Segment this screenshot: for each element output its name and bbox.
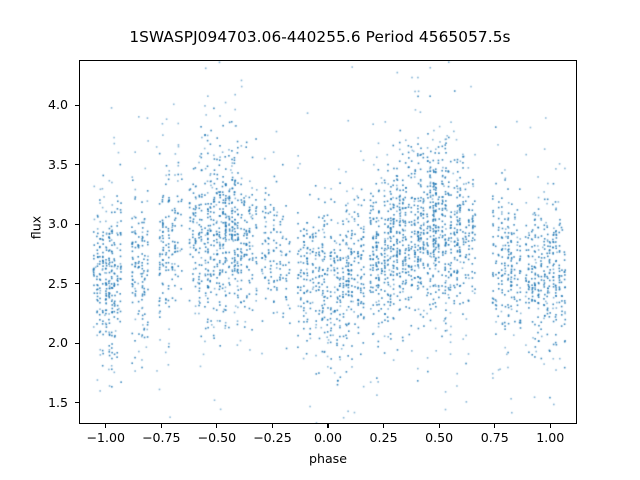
x-tick-mark	[549, 424, 551, 428]
x-tick-mark	[383, 424, 385, 428]
y-tick-mark	[75, 164, 79, 166]
y-tick-label: 1.5	[47, 394, 68, 410]
y-tick-mark	[75, 283, 79, 285]
x-tick-mark	[216, 424, 218, 428]
x-tick-mark	[105, 424, 107, 428]
x-tick-mark	[160, 424, 162, 428]
x-tick-label: 0.25	[369, 430, 398, 445]
scatter-plot-canvas	[80, 61, 576, 423]
x-tick-label: 1.00	[536, 430, 565, 445]
y-axis-label: flux	[28, 215, 44, 240]
x-tick-label: 0.75	[480, 430, 509, 445]
x-tick-mark	[438, 424, 440, 428]
x-tick-mark	[271, 424, 273, 428]
y-tick-label: 2.5	[47, 275, 68, 291]
x-tick-mark	[494, 424, 496, 428]
y-tick-mark	[75, 342, 79, 344]
y-tick-label: 2.0	[47, 335, 68, 351]
x-tick-label: −0.75	[141, 430, 181, 445]
page-title: 1SWASPJ094703.06-440255.6 Period 4565057…	[129, 28, 511, 46]
x-tick-mark	[327, 424, 329, 428]
y-tick-label: 3.0	[47, 216, 68, 232]
x-tick-label: −1.00	[86, 430, 125, 445]
x-tick-label: −0.50	[197, 430, 237, 445]
y-tick-mark	[75, 223, 79, 225]
x-axis-label: phase	[308, 451, 347, 466]
y-tick-label: 3.5	[47, 156, 68, 172]
y-tick-label: 4.0	[47, 97, 68, 113]
x-tick-label: 0.50	[425, 430, 454, 445]
x-tick-label: 0.00	[313, 430, 343, 445]
x-tick-label: −0.25	[253, 430, 292, 445]
y-tick-mark	[75, 402, 79, 404]
y-tick-mark	[75, 104, 79, 106]
